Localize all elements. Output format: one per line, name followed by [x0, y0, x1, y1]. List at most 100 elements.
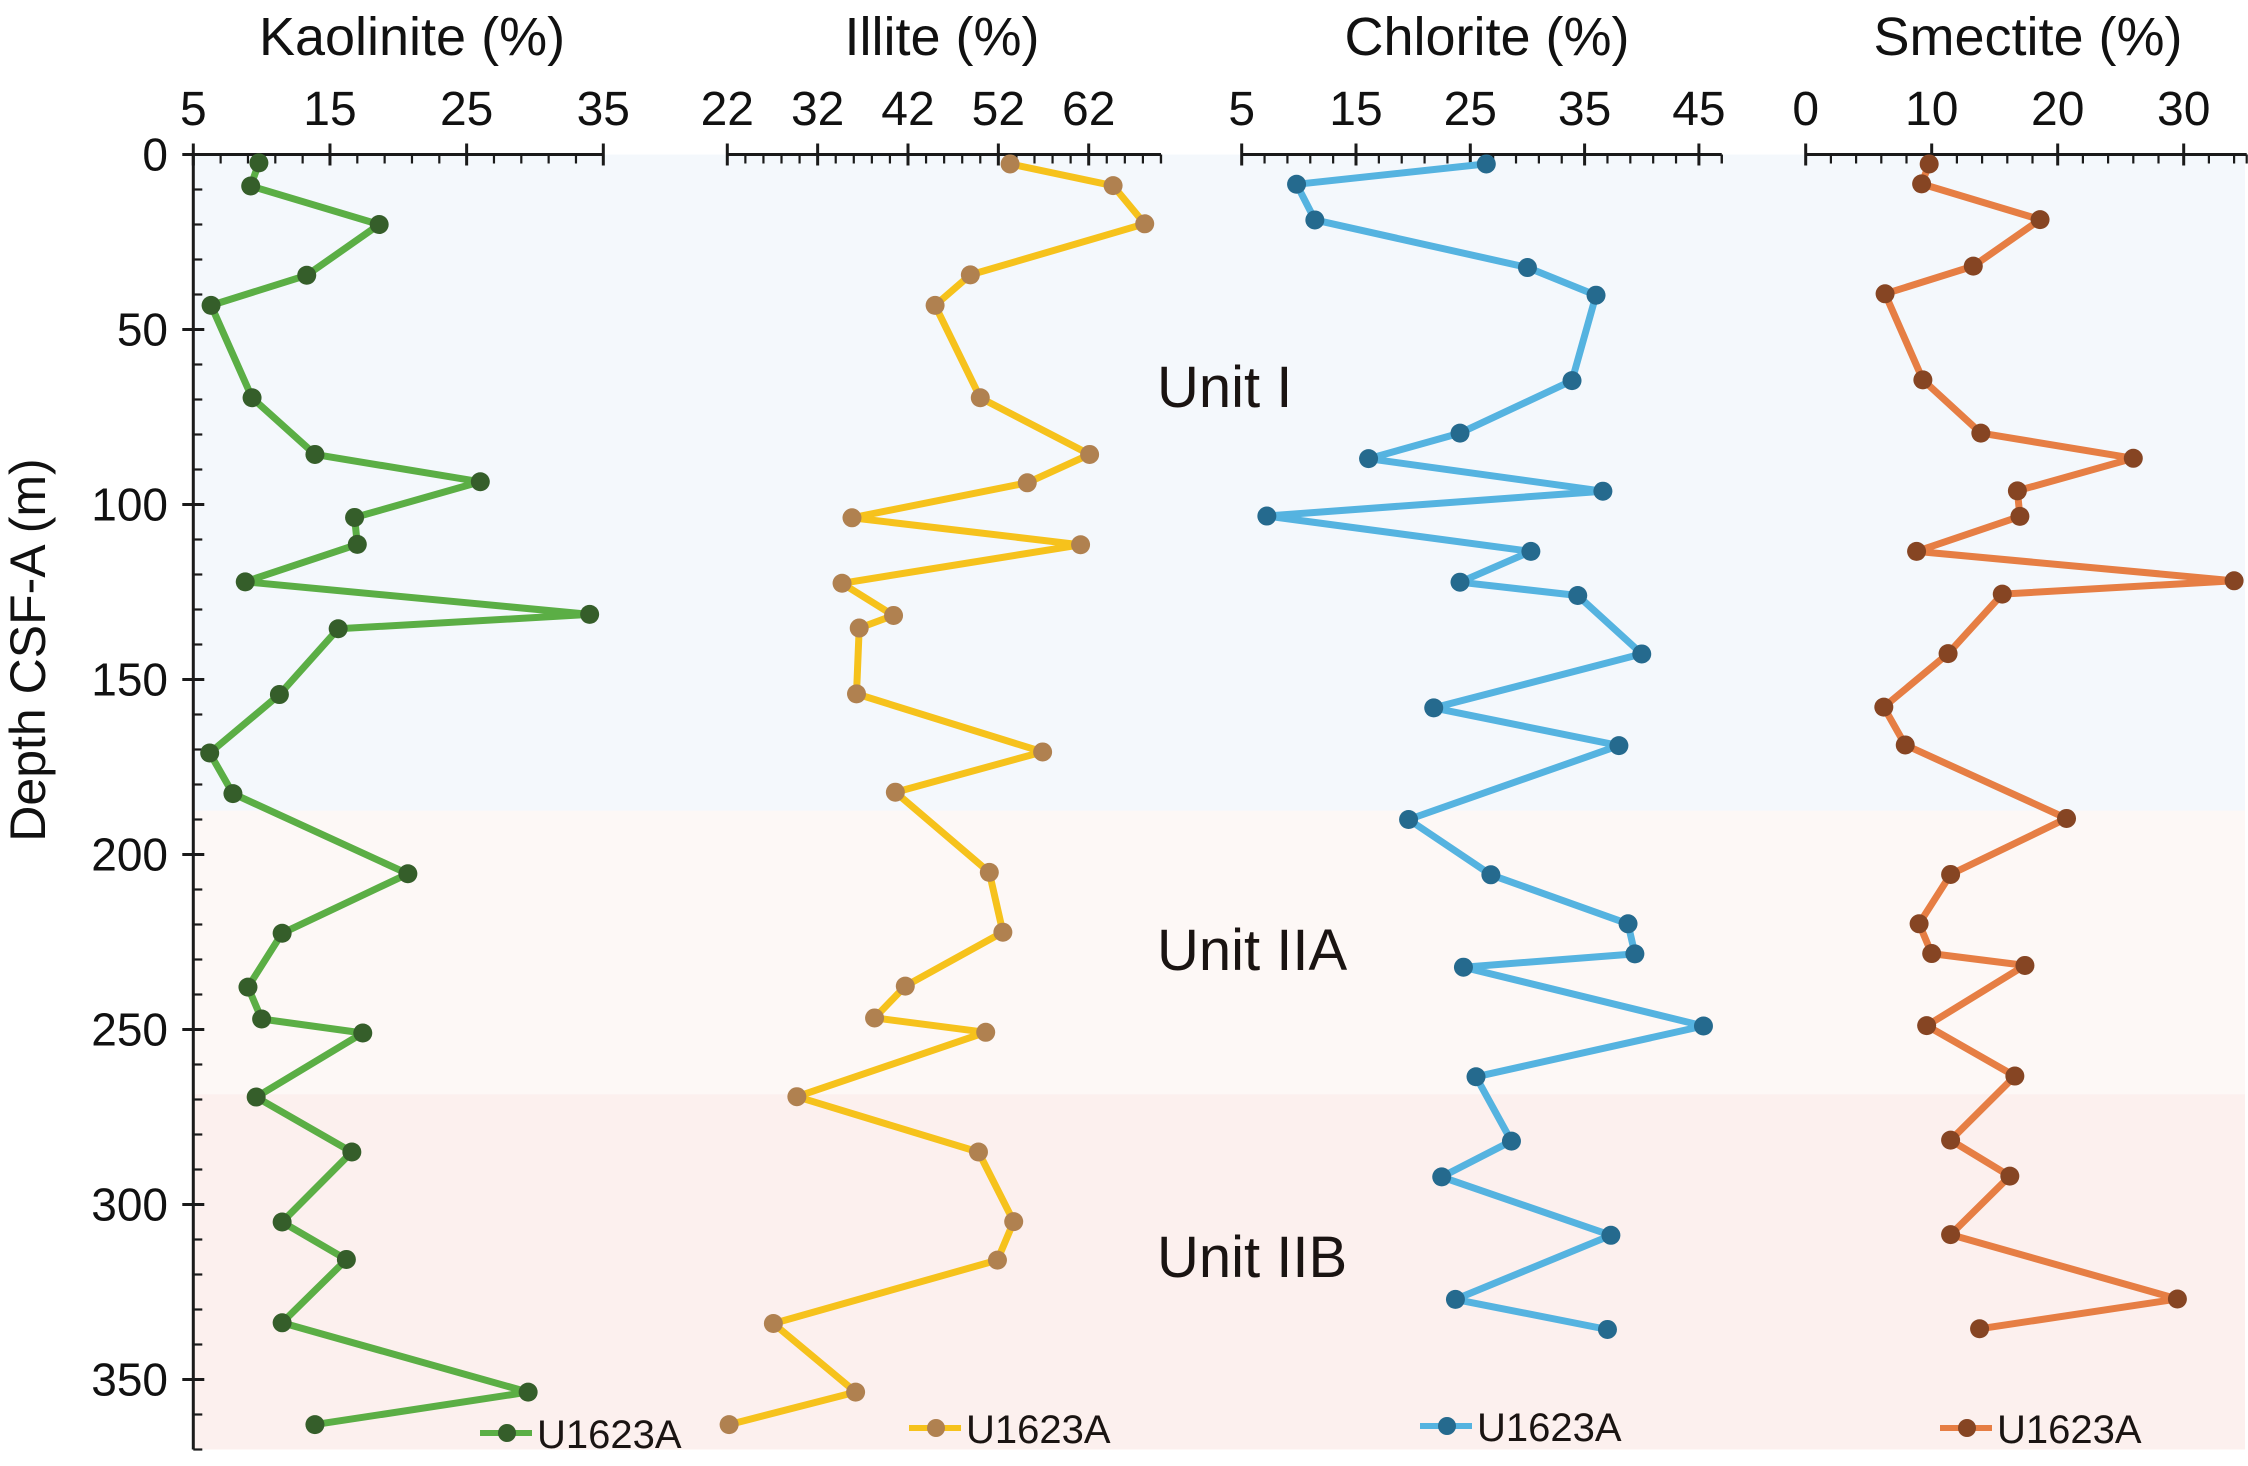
data-point-chlorite — [1432, 1167, 1452, 1187]
x-axis-chlorite: 5 15 25 35 45 — [1228, 83, 1726, 166]
data-point-kaolinite — [241, 176, 261, 196]
data-point-smectite — [2224, 571, 2244, 591]
data-point-kaolinite — [347, 534, 367, 554]
y-tick-label: 300 — [91, 1179, 168, 1231]
data-point-smectite — [2005, 1066, 2025, 1086]
data-point-kaolinite — [272, 1212, 292, 1232]
data-point-chlorite — [1601, 1225, 1621, 1245]
data-point-kaolinite — [328, 619, 348, 639]
panel-illite: Illite (%) 22 32 42 52 62 U1623A — [701, 7, 1163, 1452]
data-point-illite — [925, 295, 945, 315]
legend-label: U1623A — [537, 1413, 682, 1457]
data-point-smectite — [1912, 174, 1932, 194]
y-tick-label: 100 — [91, 479, 168, 531]
data-point-illite — [895, 976, 915, 996]
data-point-kaolinite — [249, 153, 269, 173]
series-line-kaolinite — [206, 159, 594, 1429]
data-point-smectite — [1992, 584, 2012, 604]
x-tick-label: 32 — [791, 83, 844, 136]
data-point-kaolinite — [345, 507, 365, 527]
data-point-smectite — [2010, 506, 2030, 526]
x-axis-illite: 22 32 42 52 62 — [701, 83, 1163, 166]
unit-labels: Unit I Unit IIA Unit IIB — [1157, 355, 1347, 1290]
data-point-chlorite — [1632, 644, 1652, 664]
data-point-smectite — [1963, 256, 1983, 276]
data-point-illite — [960, 265, 980, 285]
x-tick-label: 0 — [1792, 83, 1819, 136]
x-tick-label: 25 — [440, 83, 493, 136]
data-point-chlorite — [1466, 1067, 1486, 1087]
panel-kaolinite: Kaolinite (%) 5 15 25 35 U1623A — [180, 7, 682, 1457]
data-point-smectite — [1919, 154, 1939, 174]
x-tick-label: 10 — [1905, 83, 1958, 136]
data-point-chlorite — [1568, 586, 1588, 605]
legend-chlorite: U1623A — [1420, 1406, 1622, 1450]
data-point-smectite — [1913, 370, 1933, 390]
data-point-illite — [987, 1250, 1007, 1270]
x-tick-label: 30 — [2157, 83, 2210, 136]
x-tick-label: 42 — [881, 83, 934, 136]
data-point-kaolinite — [518, 1382, 538, 1402]
data-point-chlorite — [1517, 258, 1537, 278]
data-point-chlorite — [1424, 698, 1444, 718]
data-point-kaolinite — [580, 604, 600, 624]
legend-label: U1623A — [1997, 1408, 2142, 1452]
data-point-chlorite — [1481, 865, 1501, 885]
y-tick-label: 350 — [91, 1354, 168, 1406]
data-point-chlorite — [1501, 1131, 1521, 1151]
data-point-illite — [1017, 473, 1037, 493]
x-tick-label: 5 — [1228, 83, 1255, 136]
depth-axis: 0 50 100 150 200 250 300 350 — [91, 129, 205, 1451]
data-point-illite — [1080, 444, 1100, 464]
data-point-smectite — [1941, 1225, 1961, 1245]
x-tick-label: 15 — [1329, 83, 1382, 136]
legend-label: U1623A — [966, 1408, 1111, 1452]
data-point-illite — [763, 1314, 783, 1333]
data-point-chlorite — [1586, 285, 1606, 305]
data-point-chlorite — [1445, 1289, 1465, 1309]
data-point-chlorite — [1453, 957, 1473, 977]
data-point-smectite — [1941, 1130, 1961, 1150]
legend-label: U1623A — [1477, 1406, 1622, 1450]
x-tick-label: 35 — [1558, 83, 1611, 136]
x-axis-kaolinite: 5 15 25 35 — [180, 83, 630, 166]
data-point-smectite — [1875, 284, 1895, 304]
data-point-smectite — [1938, 644, 1958, 664]
data-point-illite — [1071, 535, 1091, 555]
data-point-illite — [719, 1415, 739, 1435]
data-point-kaolinite — [297, 265, 317, 285]
data-point-kaolinite — [369, 215, 389, 234]
data-point-chlorite — [1305, 210, 1325, 230]
data-point-smectite — [1941, 864, 1961, 884]
x-tick-label: 25 — [1444, 83, 1497, 136]
panel-smectite: Smectite (%) 0 10 20 30 U1623A — [1792, 7, 2248, 1452]
data-point-chlorite — [1521, 541, 1541, 561]
data-point-kaolinite — [200, 743, 220, 763]
data-point-illite — [979, 862, 999, 882]
data-point-chlorite — [1287, 174, 1307, 194]
data-point-chlorite — [1625, 944, 1645, 964]
x-tick-label: 20 — [2031, 83, 2084, 136]
data-point-kaolinite — [201, 295, 221, 315]
data-point-kaolinite — [342, 1142, 362, 1162]
data-point-kaolinite — [238, 977, 258, 997]
data-point-kaolinite — [336, 1249, 356, 1269]
unit-band-unit-iia — [193, 810, 2245, 1095]
data-point-kaolinite — [398, 864, 418, 884]
data-point-chlorite — [1359, 449, 1379, 469]
data-point-smectite — [1874, 697, 1894, 717]
data-point-illite — [842, 508, 862, 528]
data-point-kaolinite — [235, 572, 255, 592]
data-point-illite — [993, 922, 1013, 942]
data-point-illite — [1103, 176, 1123, 196]
data-point-smectite — [2030, 210, 2050, 230]
data-point-chlorite — [1609, 736, 1629, 756]
x-tick-label: 15 — [303, 83, 356, 136]
x-axis-smectite: 0 10 20 30 — [1792, 83, 2248, 166]
data-point-illite — [885, 782, 905, 802]
data-point-kaolinite — [269, 685, 289, 705]
y-tick-label: 50 — [117, 304, 168, 356]
unit-band-unit-i — [193, 154, 2245, 811]
